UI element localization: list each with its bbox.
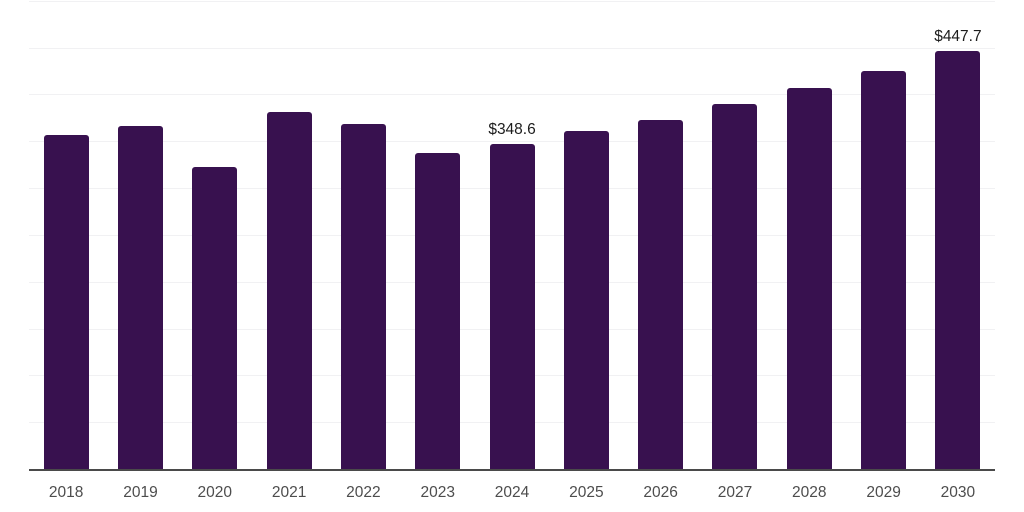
x-tick-label-2018: 2018	[48, 484, 84, 501]
bar-band	[846, 0, 920, 470]
x-axis-tick-labels: 2018 2019 2020 2021 2022 2023 2024 2025 2026 2027…	[29, 484, 995, 502]
bar-2020[interactable]	[192, 167, 238, 470]
x-tick-label-2030: 2030	[940, 484, 976, 501]
bar-band	[326, 0, 400, 470]
bar-2027[interactable]	[712, 103, 758, 470]
x-tick-label-2025: 2025	[569, 484, 604, 501]
bar-band	[698, 0, 772, 470]
bars: $348.6 $447.7	[29, 0, 995, 470]
gridline	[29, 0, 995, 2]
bar-2021[interactable]	[266, 111, 312, 470]
x-tick-label-2023: 2023	[420, 484, 455, 501]
x-tick-label-2029: 2029	[866, 484, 901, 501]
bar-value-label-2030: $447.7	[934, 28, 982, 46]
bar-2023[interactable]	[415, 152, 461, 470]
bar-2028[interactable]	[786, 88, 832, 470]
bar-2019[interactable]	[117, 126, 163, 470]
plot-area: $348.6 $447.7	[29, 0, 995, 471]
bar-2024[interactable]	[489, 143, 535, 470]
x-tick-label-2019: 2019	[123, 484, 158, 501]
bar-value-label-2024: $348.6	[488, 121, 536, 139]
bar-band	[772, 0, 846, 470]
bar-2025[interactable]	[563, 130, 609, 470]
x-tick-label-2024: 2024	[494, 484, 530, 501]
x-tick-label-2021: 2021	[271, 484, 307, 501]
x-tick-label-2022: 2022	[346, 484, 381, 501]
bar-2022[interactable]	[340, 124, 386, 470]
bar-2026[interactable]	[638, 120, 684, 470]
bar-band: $348.6	[475, 0, 549, 470]
x-axis-line	[29, 469, 995, 471]
bar-band	[103, 0, 177, 470]
bar-band	[549, 0, 623, 470]
bar-2030[interactable]	[935, 50, 981, 470]
gridline	[29, 94, 995, 96]
x-tick-label-2020: 2020	[197, 484, 233, 501]
x-tick-label-2028: 2028	[792, 484, 827, 501]
bar-band	[252, 0, 326, 470]
bar-band	[29, 0, 103, 470]
gridline	[29, 47, 995, 49]
gridline	[29, 141, 995, 143]
bar-2018[interactable]	[43, 135, 89, 470]
bar-band	[178, 0, 252, 470]
bar-band: $447.7	[921, 0, 995, 470]
bar-2029[interactable]	[861, 71, 907, 470]
x-tick-label-2026: 2026	[643, 484, 678, 501]
bar-band	[624, 0, 698, 470]
x-tick-label-2027: 2027	[717, 484, 753, 501]
bar-band	[401, 0, 475, 470]
